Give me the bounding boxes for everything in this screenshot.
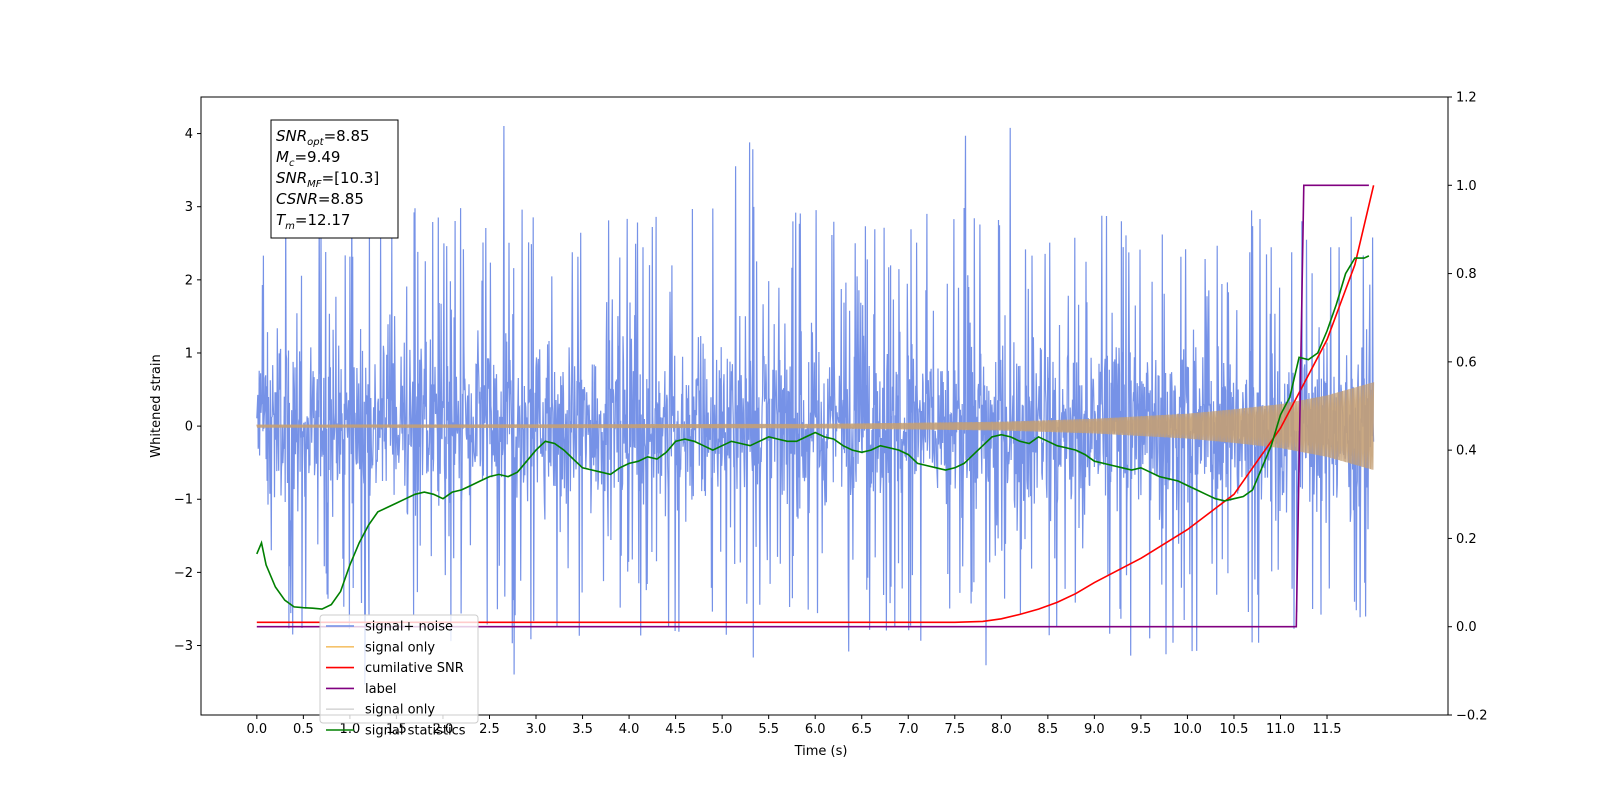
x-tick-label: 3.0 bbox=[526, 722, 547, 737]
legend-label: signal+ noise bbox=[365, 620, 453, 635]
annotation-line: Mc=9.49 bbox=[276, 148, 340, 169]
x-tick-label: 11.5 bbox=[1313, 722, 1342, 737]
y2-tick-label: 0.6 bbox=[1456, 355, 1477, 370]
y-tick-label: 3 bbox=[185, 200, 193, 215]
y-tick-label: 1 bbox=[185, 346, 193, 361]
x-tick-label: 0.5 bbox=[293, 722, 314, 737]
x-tick-label: 6.0 bbox=[805, 722, 826, 737]
series-layer bbox=[256, 125, 1375, 685]
annotation-line: SNRopt=8.85 bbox=[276, 127, 370, 148]
x-tick-label: 3.5 bbox=[572, 722, 593, 737]
x-tick-label: 7.0 bbox=[898, 722, 919, 737]
legend-label: label bbox=[365, 682, 396, 697]
x-tick-label: 2.5 bbox=[479, 722, 500, 737]
y2-tick-label: 0.2 bbox=[1456, 532, 1477, 547]
x-tick-label: 0.0 bbox=[246, 722, 267, 737]
x-tick-label: 5.5 bbox=[758, 722, 779, 737]
x-tick-label: 8.5 bbox=[1037, 722, 1058, 737]
y-tick-label: 4 bbox=[185, 127, 193, 142]
legend-label: signal only bbox=[365, 640, 435, 655]
annotation-frame bbox=[270, 119, 399, 239]
y2-tick-label: 1.2 bbox=[1456, 91, 1477, 106]
annotation-line: Tm=12.17 bbox=[276, 211, 350, 232]
y-tick-label: −1 bbox=[174, 493, 193, 508]
series-signal-noise-line bbox=[256, 125, 1375, 685]
y2-tick-label: −0.2 bbox=[1456, 709, 1488, 724]
y-tick-label: −3 bbox=[174, 639, 193, 654]
series-cumilative-snr-line bbox=[256, 185, 1375, 624]
x-tick-label: 5.0 bbox=[712, 722, 733, 737]
y2-tick-label: 0.8 bbox=[1456, 267, 1477, 282]
y-tick-label: −2 bbox=[174, 566, 193, 581]
x-tick-label: 9.5 bbox=[1131, 722, 1152, 737]
y-axis-ticks: −3 −2 −1 0 1 2 3 4 bbox=[174, 127, 201, 654]
series-signal-only-line bbox=[256, 382, 1375, 470]
y2-tick-label: 0.4 bbox=[1456, 444, 1477, 459]
x-axis-ticks: 0.0 0.5 1.0 1.5 2.0 2.5 3.0 3.5 4.0 4.5 5.0 5.5 6.0 6… bbox=[246, 715, 1341, 737]
x-tick-label: 10.5 bbox=[1219, 722, 1248, 737]
y2-tick-label: 1.0 bbox=[1456, 179, 1477, 194]
y-tick-label: 0 bbox=[185, 420, 193, 435]
legend-label: cumilative SNR bbox=[365, 661, 464, 676]
y2-tick-label: 0.0 bbox=[1456, 620, 1477, 635]
y-tick-label: 2 bbox=[185, 273, 193, 288]
annotation-line: SNRMF=[10.3] bbox=[276, 169, 379, 190]
x-tick-label: 4.5 bbox=[665, 722, 686, 737]
x-tick-label: 11.0 bbox=[1266, 722, 1295, 737]
x-tick-label: 2.0 bbox=[433, 722, 454, 737]
x-tick-label: 6.5 bbox=[851, 722, 872, 737]
legend-label: signal only bbox=[365, 703, 435, 718]
y2-axis-ticks: −0.2 0.0 0.2 0.4 0.6 0.8 1.0 1.2 bbox=[1448, 91, 1488, 724]
x-tick-label: 1.5 bbox=[386, 722, 407, 737]
legend-frame bbox=[319, 614, 479, 724]
x-tick-label: 7.5 bbox=[944, 722, 965, 737]
series-signal-statistics-line bbox=[256, 255, 1370, 610]
series-label-line bbox=[256, 184, 1369, 628]
x-tick-label: 10.0 bbox=[1173, 722, 1202, 737]
legend: signal+ noise signal only cumilative SNR la… bbox=[319, 614, 479, 739]
x-tick-label: 4.0 bbox=[619, 722, 640, 737]
annotation-line: CSNR=8.85 bbox=[276, 190, 364, 208]
x-tick-label: 9.0 bbox=[1084, 722, 1105, 737]
x-tick-label: 8.0 bbox=[991, 722, 1012, 737]
plot-frame bbox=[200, 96, 1449, 716]
y-axis-label: Whitened strain bbox=[149, 354, 164, 457]
legend-label: signal statistics bbox=[365, 724, 466, 739]
x-axis-label: Time (s) bbox=[794, 744, 848, 759]
